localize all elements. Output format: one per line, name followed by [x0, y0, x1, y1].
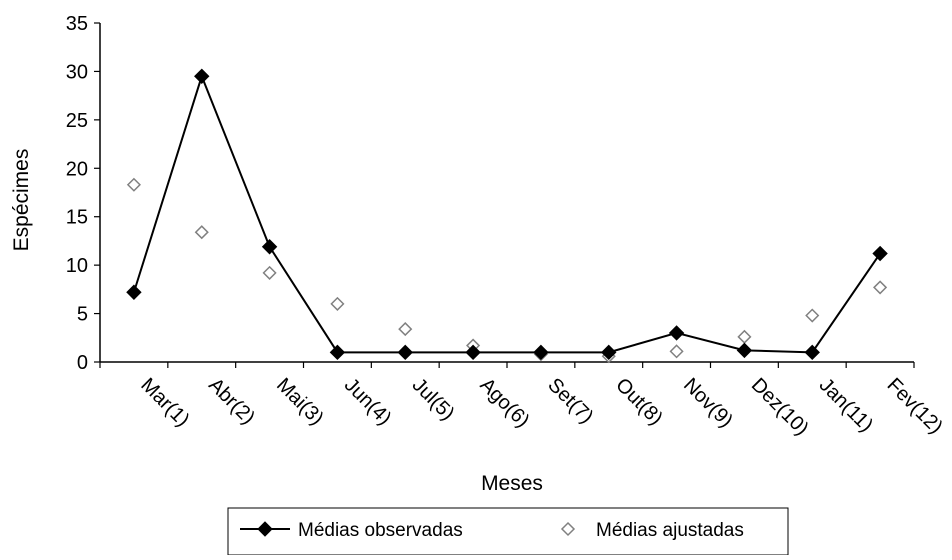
- point-observed: [668, 325, 685, 341]
- y-tick-label: 5: [77, 304, 88, 326]
- point-adjusted: [805, 308, 820, 323]
- point-observed: [533, 344, 549, 361]
- point-observed: [194, 68, 210, 84]
- legend-label-adjusted: Médias ajustadas: [596, 520, 744, 541]
- x-tick-label: Out(8): [611, 374, 667, 430]
- x-tick-label: Mar(1): [136, 374, 193, 431]
- y-tick-label: 0: [77, 352, 88, 374]
- x-tick-label: Fev(12): [883, 374, 947, 438]
- point-observed: [804, 344, 820, 361]
- point-observed: [601, 344, 617, 361]
- y-tick-label: 20: [66, 158, 88, 180]
- y-tick-label: 10: [66, 255, 88, 277]
- point-adjusted: [262, 265, 277, 280]
- point-adjusted: [126, 177, 141, 192]
- y-tick-label: 25: [66, 110, 88, 132]
- point-observed: [329, 344, 346, 361]
- axes: [99, 23, 914, 363]
- series-line-observed: [132, 73, 881, 354]
- x-tick-label: Jun(4): [340, 374, 396, 430]
- x-tick-label: Dez(10): [747, 374, 813, 440]
- point-adjusted: [737, 329, 752, 344]
- point-observed: [126, 284, 142, 300]
- legend-box: [227, 507, 789, 556]
- point-observed: [261, 239, 278, 255]
- x-axis-title: Meses: [481, 472, 543, 495]
- point-observed: [872, 245, 888, 262]
- point-adjusted: [873, 280, 888, 295]
- y-tick-label: 30: [66, 61, 88, 83]
- x-tick-label: Set(7): [543, 374, 597, 428]
- y-axis-title: Espécimes: [10, 149, 33, 252]
- x-tick-label: Jul(5): [408, 374, 459, 425]
- point-observed: [736, 342, 753, 359]
- x-tick-label: Mai(3): [272, 374, 328, 430]
- point-adjusted: [194, 225, 209, 240]
- point-adjusted: [330, 296, 345, 311]
- point-adjusted: [669, 344, 684, 359]
- y-tick-label: 35: [66, 13, 88, 35]
- y-tick-label: 15: [66, 207, 88, 229]
- legend-label-observed: Médias observadas: [298, 520, 463, 541]
- y-axis-ticks: 0 5 10 15 20 25 30 35: [66, 13, 100, 374]
- x-tick-label: Jan(11): [815, 374, 877, 436]
- x-axis-ticks: Mar(1) Abr(2) Mai(3) Jun(4) Jul(5) Ago(6) Set(…: [99, 362, 947, 440]
- point-observed: [465, 344, 481, 361]
- x-tick-label: Abr(2): [204, 374, 259, 429]
- point-adjusted: [398, 322, 413, 337]
- legend-marker-adjusted: [560, 521, 576, 537]
- legend-marker-observed: [257, 521, 273, 537]
- x-tick-label: Nov(9): [679, 374, 737, 432]
- point-observed: [397, 344, 413, 361]
- x-tick-label: Ago(6): [476, 374, 534, 432]
- legend: Médias observadas Médias ajustadas: [227, 507, 789, 556]
- series-layer: [126, 68, 888, 364]
